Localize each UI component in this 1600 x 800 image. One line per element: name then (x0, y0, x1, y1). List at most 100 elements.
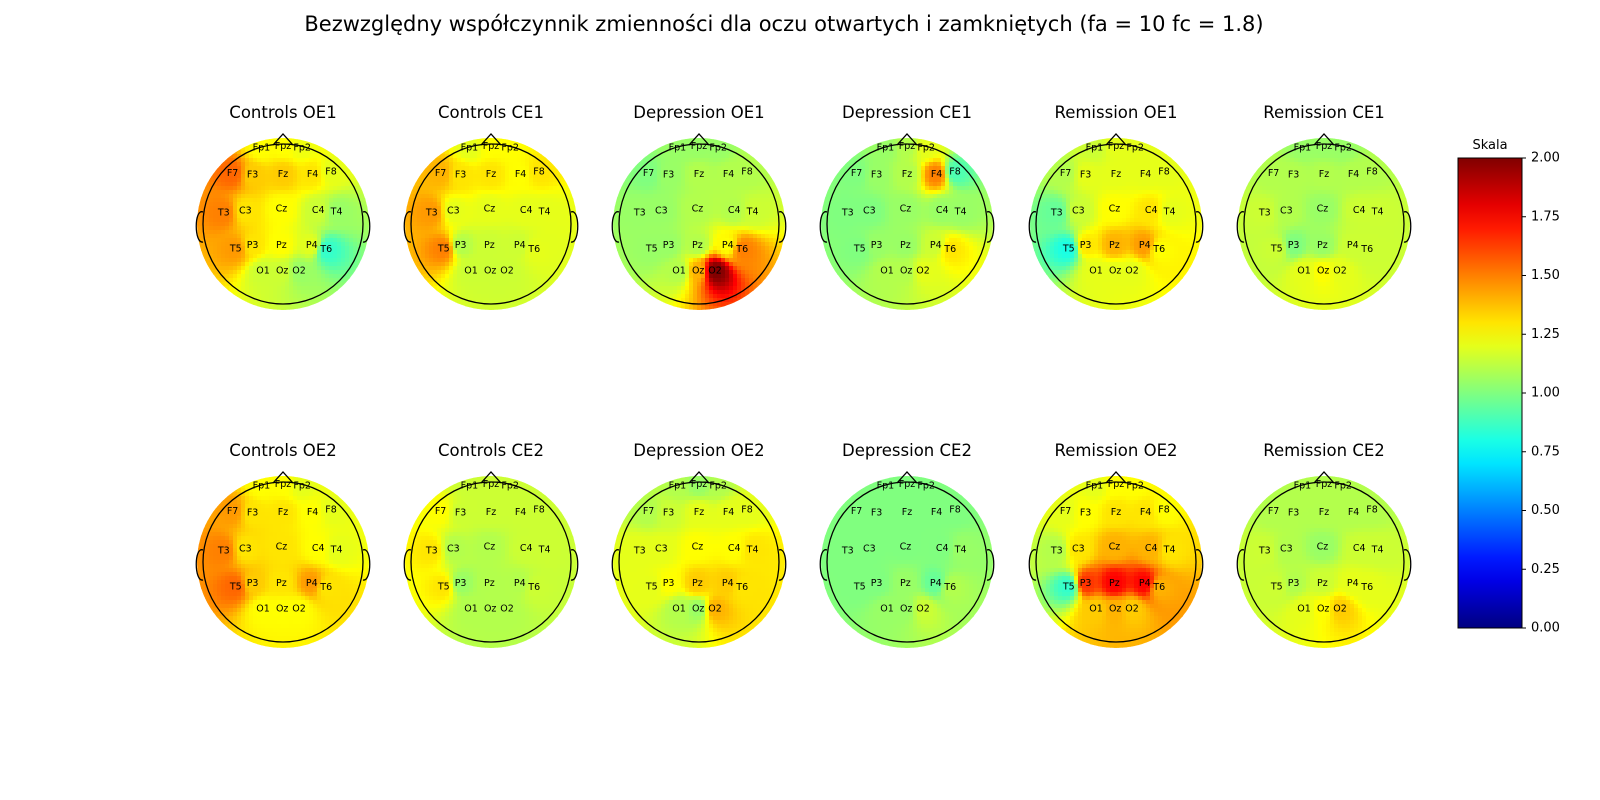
electrode-label: Oz (1109, 266, 1121, 277)
electrode-label: C4 (520, 543, 533, 554)
electrode-label: C3 (863, 544, 876, 555)
electrode-label: Pz (692, 240, 703, 251)
panel-title: Remission CE2 (1263, 441, 1385, 460)
colorbar-tick-label: 1.25 (1531, 327, 1560, 342)
electrode-label: F4 (307, 169, 319, 180)
electrode-label: P4 (1347, 240, 1359, 251)
electrode-label: O1 (1297, 266, 1311, 277)
electrode-label: Oz (1317, 266, 1329, 277)
chart-title: Bezwzględny współczynnik zmienności dla … (304, 12, 1264, 36)
electrode-label: C3 (1072, 544, 1085, 555)
left-ear-icon (195, 549, 204, 581)
topomap-heatmap (405, 138, 577, 310)
electrode-label: F7 (851, 168, 863, 179)
electrode-label: F8 (741, 167, 753, 178)
electrode-label: O2 (292, 604, 306, 615)
head-outline (1243, 481, 1405, 643)
electrode-label: O2 (292, 266, 306, 277)
colorbar-tick-label: 1.00 (1531, 386, 1560, 401)
nose-icon (272, 471, 294, 484)
electrode-label: Oz (692, 604, 704, 615)
electrode-label: C3 (1280, 544, 1293, 555)
electrode-label: Fz (278, 169, 288, 180)
electrode-label: Fpz (483, 141, 499, 152)
topomap-panel: Controls CE1 Fp1 Fpz Fp2 F7 F3 Fz F4 F8 T3 C3 Cz C4 T… (403, 103, 579, 310)
electrode-label: C4 (520, 205, 533, 216)
electrode-label: Oz (1317, 604, 1329, 615)
electrode-label: Fpz (1108, 479, 1124, 490)
electrode-label: Cz (900, 541, 912, 552)
electrode-label: Pz (900, 578, 911, 589)
colorbar-tick-label: 2.00 (1531, 151, 1560, 166)
electrode-label: P4 (514, 578, 526, 589)
electrode-label: P3 (871, 240, 883, 251)
left-ear-icon (819, 211, 828, 243)
electrode-label: T5 (1062, 581, 1075, 592)
electrode-label: Oz (484, 604, 496, 615)
electrode-label: F3 (871, 508, 883, 519)
panel-title: Remission OE2 (1054, 441, 1177, 460)
electrode-label: Fz (902, 169, 912, 180)
electrode-label: T4 (330, 545, 343, 556)
electrode-label: T6 (943, 582, 956, 593)
electrode-label: F7 (643, 168, 655, 179)
right-ear-icon (570, 211, 579, 243)
electrode-label: Fpz (899, 141, 915, 152)
nose-icon (896, 471, 918, 484)
electrode-label: Fp1 (461, 143, 479, 154)
head-outline (618, 481, 780, 643)
colorbar-tick-label: 0.00 (1531, 621, 1560, 636)
electrode-label: Fpz (1108, 141, 1124, 152)
electrode-label: C3 (863, 206, 876, 217)
topomap-heatmap (197, 138, 369, 310)
electrode-label: F4 (1348, 507, 1360, 518)
electrode-label: Oz (900, 266, 912, 277)
electrode-label: T6 (319, 244, 332, 255)
electrode-label: P4 (514, 240, 526, 251)
electrode-label: O2 (708, 266, 722, 277)
electrode-label: Fp1 (1294, 143, 1312, 154)
electrode-label: F4 (931, 507, 943, 518)
electrode-label: Fp2 (917, 143, 935, 154)
electrode-label: T3 (1050, 207, 1063, 218)
topomap-panel: Depression CE2 Fp1 Fpz Fp2 F7 F3 Fz F4 F8 T3 C3 Cz C… (819, 441, 995, 648)
electrode-label: C3 (1280, 206, 1293, 217)
right-ear-icon (1195, 549, 1204, 581)
electrode-label: Fp1 (669, 143, 687, 154)
electrode-label: Fp2 (501, 481, 519, 492)
electrode-label: Fp2 (709, 143, 727, 154)
electrode-label: P4 (1347, 578, 1359, 589)
electrode-label: T4 (1371, 207, 1384, 218)
electrode-label: P3 (455, 578, 467, 589)
electrode-label: F3 (455, 508, 467, 519)
electrode-label: F7 (435, 168, 447, 179)
electrode-label: F7 (851, 506, 863, 517)
colorbar-title: Skala (1472, 138, 1507, 153)
electrode-label: F7 (1060, 506, 1072, 517)
left-ear-icon (611, 211, 620, 243)
electrode-label: O2 (1125, 604, 1139, 615)
electrode-label: F4 (723, 507, 735, 518)
electrode-label: O2 (1125, 266, 1139, 277)
topomap-panel: Remission OE1 Fp1 Fpz Fp2 F7 F3 Fz F4 F8 T3 C3 Cz C4… (1028, 103, 1204, 310)
nose-icon (896, 133, 918, 146)
electrode-label: Fp2 (293, 143, 311, 154)
electrode-label: Fp1 (1086, 481, 1104, 492)
electrode-label: F7 (435, 506, 447, 517)
electrode-label: Fpz (691, 479, 707, 490)
electrode-label: F4 (1140, 169, 1152, 180)
electrode-label: Fz (1319, 507, 1329, 518)
electrode-label: Cz (692, 203, 704, 214)
electrode-label: P4 (722, 240, 734, 251)
electrode-label: F8 (325, 167, 337, 178)
electrode-label: F4 (723, 169, 735, 180)
electrode-label: T5 (437, 581, 450, 592)
electrode-label: O1 (464, 266, 478, 277)
electrode-label: F4 (307, 507, 319, 518)
electrode-label: T4 (1163, 207, 1176, 218)
colorbar-tick-label: 1.75 (1531, 209, 1560, 224)
electrode-label: Pz (1317, 240, 1328, 251)
colorbar: Skala 0.00 0.25 0.50 0.75 1.00 1.25 1.50 1.75 2.0… (1457, 138, 1560, 636)
electrode-label: C3 (655, 206, 668, 217)
nose-icon (480, 133, 502, 146)
